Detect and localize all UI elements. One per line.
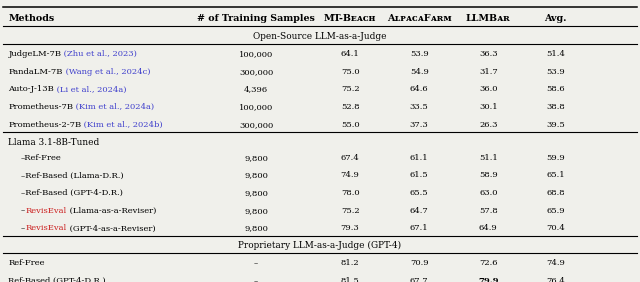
Text: 67.7: 67.7 [410,277,429,282]
Text: –Ref-Free: –Ref-Free [21,154,62,162]
Text: (Wang et al., 2024c): (Wang et al., 2024c) [63,68,150,76]
Text: –Ref-Based (Llama-D.R.): –Ref-Based (Llama-D.R.) [21,171,124,179]
Text: –: – [21,224,26,232]
Text: 79.9: 79.9 [478,277,499,282]
Text: Llama 3.1-8B-Tuned: Llama 3.1-8B-Tuned [8,138,100,147]
Text: –: – [21,207,26,215]
Text: (Kim et al., 2024a): (Kim et al., 2024a) [74,103,154,111]
Text: Auto-J-13B: Auto-J-13B [8,85,54,93]
Text: 70.9: 70.9 [410,259,429,267]
Text: (Zhu et al., 2023): (Zhu et al., 2023) [61,50,137,58]
Text: 55.0: 55.0 [340,121,360,129]
Text: 9,800: 9,800 [244,189,268,197]
Text: –Ref-Based (GPT-4-D.R.): –Ref-Based (GPT-4-D.R.) [21,189,123,197]
Text: AʟᴘᴀᴄᴀFᴀʀᴍ: AʟᴘᴀᴄᴀFᴀʀᴍ [387,14,451,23]
Text: LLMBᴀʀ: LLMBᴀʀ [466,14,511,23]
Text: 9,800: 9,800 [244,171,268,179]
Text: (Li et al., 2024a): (Li et al., 2024a) [54,85,127,93]
Text: 64.6: 64.6 [410,85,429,93]
Text: 61.1: 61.1 [410,154,429,162]
Text: 64.7: 64.7 [410,207,429,215]
Text: 58.6: 58.6 [546,85,565,93]
Text: 52.8: 52.8 [340,103,360,111]
Text: 65.1: 65.1 [546,171,565,179]
Text: 65.9: 65.9 [546,207,565,215]
Text: 59.9: 59.9 [546,154,565,162]
Text: 63.0: 63.0 [479,189,497,197]
Text: JudgeLM-7B: JudgeLM-7B [8,50,61,58]
Text: 9,800: 9,800 [244,224,268,232]
Text: 37.3: 37.3 [410,121,429,129]
Text: 53.9: 53.9 [546,68,565,76]
Text: 57.8: 57.8 [479,207,498,215]
Text: 64.1: 64.1 [340,50,360,58]
Text: 75.0: 75.0 [340,68,360,76]
Text: 58.9: 58.9 [479,171,498,179]
Text: 38.8: 38.8 [546,103,565,111]
Text: 39.5: 39.5 [546,121,565,129]
Text: 300,000: 300,000 [239,68,273,76]
Text: 74.9: 74.9 [340,171,360,179]
Text: 30.1: 30.1 [479,103,498,111]
Text: (Llama-as-a-Reviser): (Llama-as-a-Reviser) [67,207,156,215]
Text: 79.3: 79.3 [340,224,360,232]
Text: Proprietary LLM-as-a-Judge (GPT-4): Proprietary LLM-as-a-Judge (GPT-4) [239,241,401,250]
Text: 61.5: 61.5 [410,171,429,179]
Text: 26.3: 26.3 [479,121,497,129]
Text: 51.1: 51.1 [479,154,498,162]
Text: 36.0: 36.0 [479,85,497,93]
Text: # of Training Samples: # of Training Samples [197,14,315,23]
Text: Ref-Based (GPT-4-D.R.): Ref-Based (GPT-4-D.R.) [8,277,106,282]
Text: 75.2: 75.2 [340,85,360,93]
Text: RevisEval: RevisEval [26,224,67,232]
Text: 78.0: 78.0 [340,189,360,197]
Text: 64.9: 64.9 [479,224,498,232]
Text: 72.6: 72.6 [479,259,497,267]
Text: (GPT-4-as-a-Reviser): (GPT-4-as-a-Reviser) [67,224,156,232]
Text: 68.8: 68.8 [546,189,565,197]
Text: 9,800: 9,800 [244,154,268,162]
Text: (Kim et al., 2024b): (Kim et al., 2024b) [81,121,163,129]
Text: 81.5: 81.5 [340,277,360,282]
Text: 100,000: 100,000 [239,103,273,111]
Text: 33.5: 33.5 [410,103,429,111]
Text: –: – [254,259,258,267]
Text: Ref-Free: Ref-Free [8,259,45,267]
Text: 31.7: 31.7 [479,68,498,76]
Text: 4,396: 4,396 [244,85,268,93]
Text: PandaLM-7B: PandaLM-7B [8,68,63,76]
Text: 9,800: 9,800 [244,207,268,215]
Text: Methods: Methods [8,14,54,23]
Text: 67.1: 67.1 [410,224,429,232]
Text: 74.9: 74.9 [546,259,565,267]
Text: RevisEval: RevisEval [26,207,67,215]
Text: 67.4: 67.4 [340,154,360,162]
Text: Open-Source LLM-as-a-Judge: Open-Source LLM-as-a-Judge [253,32,387,41]
Text: 75.2: 75.2 [340,207,360,215]
Text: Prometheus-7B: Prometheus-7B [8,103,74,111]
Text: Avg.: Avg. [544,14,567,23]
Text: 70.4: 70.4 [546,224,565,232]
Text: 100,000: 100,000 [239,50,273,58]
Text: 36.3: 36.3 [479,50,498,58]
Text: 51.4: 51.4 [546,50,565,58]
Text: 300,000: 300,000 [239,121,273,129]
Text: 76.4: 76.4 [546,277,565,282]
Text: 54.9: 54.9 [410,68,429,76]
Text: MT-Bᴇᴀᴄʜ: MT-Bᴇᴀᴄʜ [324,14,376,23]
Text: Prometheus-2-7B: Prometheus-2-7B [8,121,81,129]
Text: 53.9: 53.9 [410,50,429,58]
Text: 81.2: 81.2 [340,259,360,267]
Text: –: – [254,277,258,282]
Text: 65.5: 65.5 [410,189,429,197]
